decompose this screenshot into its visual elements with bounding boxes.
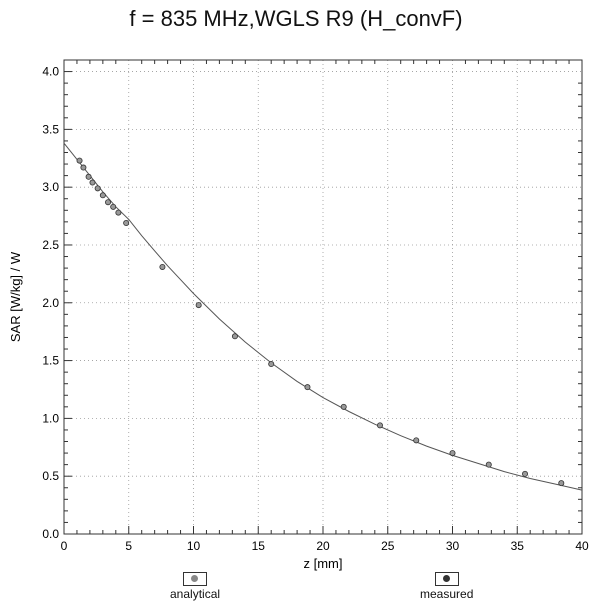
- legend-item-measured: measured: [420, 572, 473, 601]
- tick-labels: 0 5 10 15 20 25 30 35 40 0.0 0.5 1.0 1.5 2.0 2.5 3.0 3.5…: [42, 65, 589, 553]
- legend-swatch-measured: [434, 572, 459, 586]
- marker-measured: [99, 192, 106, 199]
- marker-measured: [268, 361, 275, 368]
- legend-item-analytical: analytical: [170, 572, 220, 601]
- y-tick-label: 1.0: [42, 411, 59, 425]
- x-tick-label: 20: [316, 539, 330, 553]
- x-tick-label: 40: [575, 539, 589, 553]
- y-tick-label: 2.5: [42, 238, 59, 252]
- y-tick-label: 3.0: [42, 180, 59, 194]
- y-tick-label: 3.5: [42, 122, 59, 136]
- y-tick-label: 0.0: [42, 527, 59, 541]
- x-tick-label: 25: [381, 539, 395, 553]
- marker-measured: [449, 450, 456, 457]
- y-tick-label: 4.0: [42, 65, 59, 79]
- marker-measured: [485, 461, 492, 468]
- series-markers-measured: [76, 157, 565, 487]
- marker-measured: [159, 263, 166, 270]
- marker-measured: [413, 437, 420, 444]
- x-tick-label: 5: [125, 539, 132, 553]
- legend-label-analytical: analytical: [170, 587, 221, 601]
- x-tick-label: 15: [252, 539, 266, 553]
- x-tick-label: 35: [511, 539, 525, 553]
- marker-measured: [76, 157, 83, 164]
- marker-measured: [85, 173, 92, 180]
- axis-ticks: [63, 60, 583, 535]
- marker-measured: [340, 403, 347, 410]
- x-tick-label: 10: [187, 539, 201, 553]
- grid-lines: [64, 60, 582, 534]
- x-tick-label: 0: [61, 539, 68, 553]
- marker-measured: [115, 209, 122, 216]
- series-line-analytical: [63, 142, 583, 491]
- marker-measured: [195, 302, 202, 309]
- marker-measured: [231, 333, 238, 340]
- marker-measured: [304, 384, 311, 391]
- marker-measured: [123, 220, 130, 227]
- y-tick-label: 2.0: [42, 296, 59, 310]
- marker-measured: [376, 422, 383, 429]
- marker-measured: [105, 199, 112, 206]
- legend-swatch-analytical: [183, 572, 208, 586]
- y-tick-label: 1.5: [42, 354, 59, 368]
- chart-title: f = 835 MHz,WGLS R9 (H_convF): [129, 6, 463, 31]
- x-axis-label: z [mm]: [304, 556, 343, 571]
- legend-label-measured: measured: [420, 587, 474, 601]
- marker-measured: [80, 164, 87, 171]
- marker-measured: [89, 179, 96, 186]
- marker-measured: [94, 185, 101, 192]
- marker-measured: [558, 480, 565, 487]
- marker-measured: [110, 203, 117, 210]
- marker-measured: [522, 470, 529, 477]
- x-tick-label: 30: [446, 539, 460, 553]
- y-axis-label: SAR [W/kg] / W: [8, 251, 23, 342]
- y-tick-label: 0.5: [42, 469, 59, 483]
